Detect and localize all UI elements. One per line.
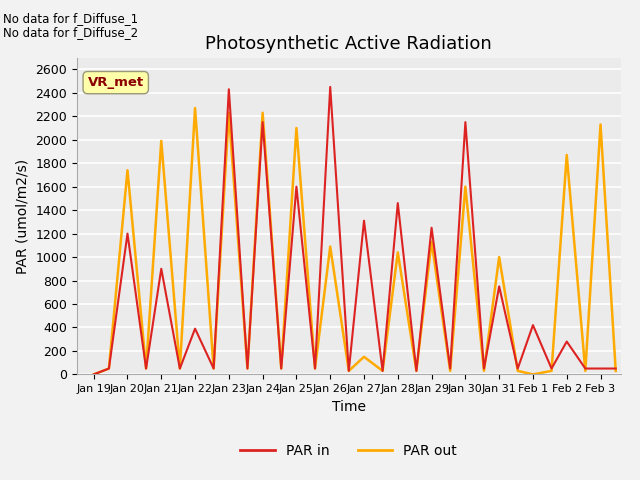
Text: No data for f_Diffuse_1: No data for f_Diffuse_1 [3, 12, 138, 25]
Title: Photosynthetic Active Radiation: Photosynthetic Active Radiation [205, 35, 492, 53]
Text: VR_met: VR_met [88, 76, 144, 89]
Legend: PAR in, PAR out: PAR in, PAR out [235, 438, 463, 464]
Y-axis label: PAR (umol/m2/s): PAR (umol/m2/s) [15, 158, 29, 274]
Text: No data for f_Diffuse_2: No data for f_Diffuse_2 [3, 26, 138, 39]
X-axis label: Time: Time [332, 400, 366, 414]
